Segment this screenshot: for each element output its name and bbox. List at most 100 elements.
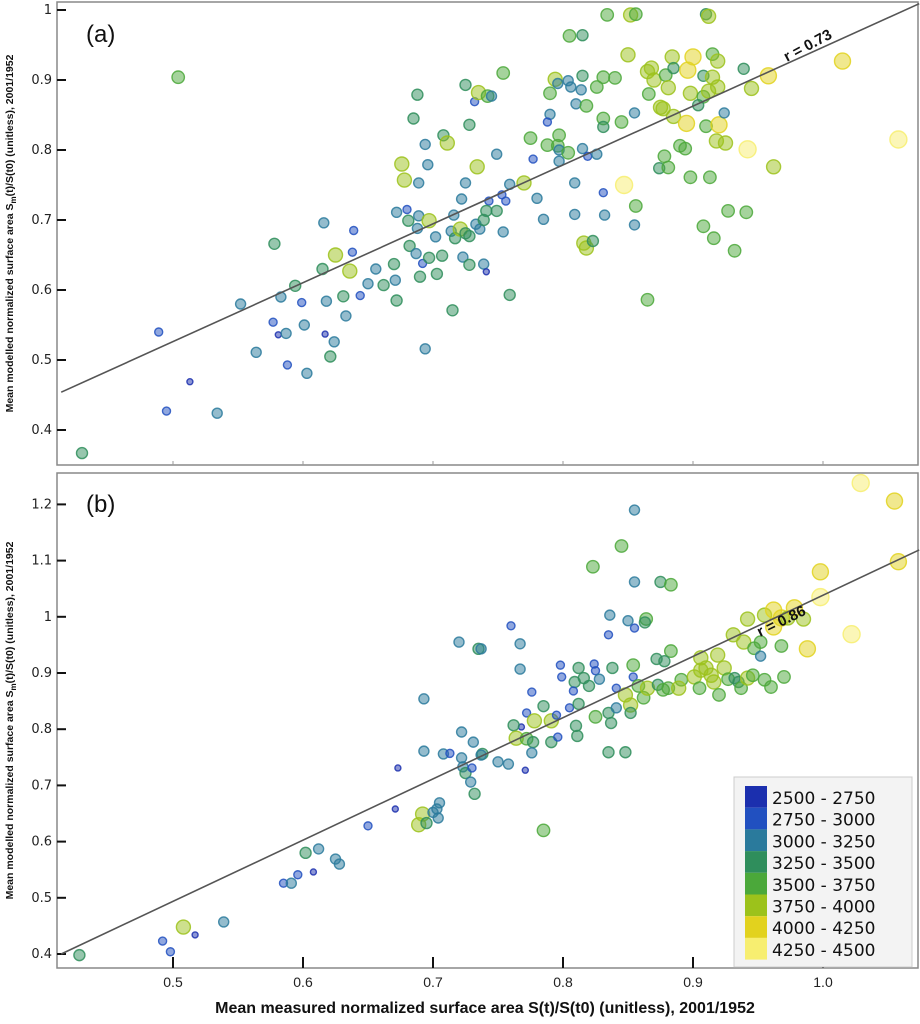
data-point: [478, 258, 490, 270]
data-point: [157, 936, 168, 946]
data-point: [628, 672, 638, 682]
y-tick-label: 0.4: [31, 423, 52, 438]
data-point: [503, 288, 516, 302]
data-point: [463, 258, 476, 271]
data-point: [667, 61, 680, 75]
data-point: [537, 213, 550, 226]
data-point: [745, 668, 760, 683]
data-point: [413, 270, 427, 283]
data-point: [455, 193, 468, 205]
y-tick-label: 0.7: [31, 213, 52, 228]
data-point: [628, 107, 641, 119]
data-point: [658, 654, 671, 668]
panel-a-y-ticks: 1 0.9 0.8 0.7 0.6 0.5 0.4: [31, 3, 824, 465]
data-point: [153, 327, 164, 337]
data-point: [402, 204, 412, 215]
data-point: [324, 350, 337, 363]
data-point: [885, 492, 904, 510]
data-point: [467, 736, 479, 748]
data-point: [430, 267, 444, 281]
data-point: [706, 231, 721, 246]
data-point: [328, 336, 340, 348]
data-point: [638, 616, 652, 629]
data-point: [418, 745, 430, 757]
panel-b-points: [73, 473, 908, 962]
data-point: [506, 621, 516, 631]
y-tick-label: 1: [44, 610, 52, 625]
data-point: [355, 290, 365, 301]
data-point: [679, 61, 697, 79]
data-point: [710, 647, 726, 663]
data-point: [620, 47, 636, 63]
data-point: [467, 763, 477, 773]
data-point: [390, 206, 403, 219]
data-point: [586, 559, 600, 574]
y-tick-label: 0.5: [31, 891, 52, 906]
data-point: [606, 661, 619, 675]
data-point: [629, 623, 640, 633]
data-point: [598, 209, 611, 221]
legend-swatch: [745, 807, 767, 830]
data-point: [186, 378, 194, 386]
panel-b-y-axis-title: Mean modelled normalized surface area Sm…: [4, 541, 18, 899]
data-point: [561, 145, 576, 160]
panel-a-y-axis-title: Mean modelled normalized surface area Sm…: [4, 54, 18, 412]
data-point: [572, 661, 585, 675]
data-point: [795, 611, 812, 627]
data-point: [377, 278, 390, 292]
data-point: [842, 625, 861, 644]
data-point: [191, 931, 199, 939]
data-point: [407, 112, 420, 125]
data-point: [604, 609, 616, 621]
data-point: [552, 77, 564, 90]
x-axis-title: Mean measured normalized surface area S(…: [215, 1000, 755, 1017]
data-point: [588, 709, 603, 724]
data-point: [491, 148, 503, 160]
data-point: [250, 346, 262, 358]
data-point: [297, 297, 307, 308]
data-point: [569, 719, 583, 733]
data-point: [738, 140, 757, 159]
data-point: [576, 142, 589, 155]
data-point: [521, 708, 532, 718]
data-point: [571, 729, 584, 743]
data-point: [590, 666, 601, 676]
panel-a-points: [75, 7, 908, 460]
data-point: [710, 53, 726, 69]
data-point: [362, 278, 374, 290]
y-tick-label: 1.1: [31, 554, 52, 569]
data-point: [475, 643, 487, 655]
data-point: [217, 916, 230, 928]
data-point: [603, 630, 614, 640]
data-point: [514, 663, 526, 675]
data-point: [413, 177, 425, 189]
data-point: [660, 79, 676, 96]
data-point: [798, 640, 817, 658]
data-point: [347, 247, 358, 257]
data-point: [502, 758, 515, 770]
x-tick-label: 0.9: [683, 974, 703, 990]
data-point: [664, 644, 678, 658]
data-point: [298, 319, 310, 331]
x-tick-label: 0.8: [553, 974, 573, 990]
data-point: [739, 205, 754, 220]
legend-label: 3250 - 3500: [772, 854, 875, 874]
data-point: [553, 732, 563, 742]
data-point: [619, 746, 632, 759]
data-point: [463, 118, 476, 132]
x-tick-label: 1.0: [813, 974, 833, 990]
data-point: [492, 756, 504, 768]
data-point: [543, 86, 557, 101]
data-point: [610, 702, 622, 714]
data-point: [628, 576, 641, 588]
data-point: [628, 7, 643, 22]
data-point: [507, 719, 520, 732]
x-tick-label: 0.6: [293, 974, 313, 990]
x-tick-label: 0.7: [423, 974, 443, 990]
data-point: [337, 290, 350, 303]
legend-label: 2750 - 3000: [772, 811, 875, 831]
data-point: [327, 247, 344, 263]
data-point: [390, 294, 403, 307]
